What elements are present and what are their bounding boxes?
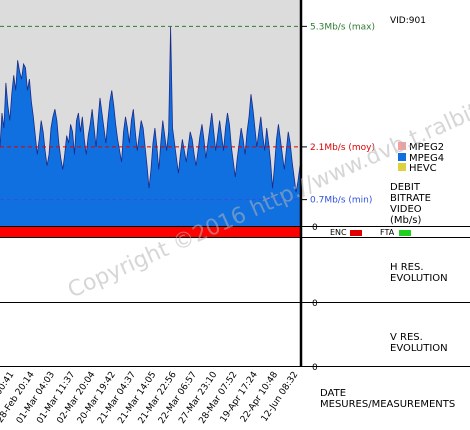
h-res-label-line-2: EVOLUTION — [390, 273, 448, 284]
h-res-label-line-1: H RES. — [390, 262, 424, 273]
legend-label-mpeg4: MPEG4 — [409, 153, 444, 164]
legend-swatch-mpeg2 — [398, 142, 406, 150]
v-res-label-line-2: EVOLUTION — [390, 343, 448, 354]
h-res-zero-label: 0 — [312, 299, 318, 309]
v-res-label-line-1: V RES. — [390, 332, 423, 343]
bitrate-area-mpeg4 — [0, 26, 300, 227]
legend-swatch-mpeg4 — [398, 153, 406, 161]
legend-label-hevc: HEVC — [409, 163, 437, 174]
bitrate-area-group — [0, 26, 301, 227]
fta-swatch — [399, 230, 411, 236]
bitrate-label-line-4: (Mb/s) — [390, 215, 421, 226]
legend-label-mpeg2: MPEG2 — [409, 142, 444, 153]
v-res-zero-label: 0 — [312, 363, 318, 373]
codec-legend: MPEG2 MPEG4 HEVC — [398, 142, 444, 174]
encryption-bar — [0, 227, 300, 237]
enc-label: ENC — [330, 228, 347, 237]
legend-swatch-hevc — [398, 163, 406, 171]
fta-label: FTA — [380, 228, 395, 237]
bitrate-zero-label: 0 — [312, 223, 318, 233]
enc-swatch — [350, 230, 362, 236]
bitrate-panel-label: DEBIT BITRATE VIDEO (Mb/s) — [390, 182, 431, 226]
reference-label-1: 2.1Mb/s (moy) — [310, 143, 375, 153]
x-axis-title-line-1: DATE — [320, 388, 346, 399]
bitrate-label-line-2: BITRATE — [390, 193, 431, 204]
bitrate-label-line-1: DEBIT — [390, 182, 421, 193]
reference-lines: 5.3Mb/s (max) 2.1Mb/s (moy) 0.7Mb/s (min) — [0, 22, 375, 206]
reference-label-2: 0.7Mb/s (min) — [310, 196, 372, 206]
x-axis-title-line-2: MESURES/MEASUREMENTS — [320, 399, 455, 410]
bitrate-line-mpeg4 — [0, 26, 301, 193]
bitrate-label-line-3: VIDEO — [390, 204, 422, 215]
reference-label-0: 5.3Mb/s (max) — [310, 22, 375, 32]
vid-label: VID:901 — [390, 16, 426, 26]
